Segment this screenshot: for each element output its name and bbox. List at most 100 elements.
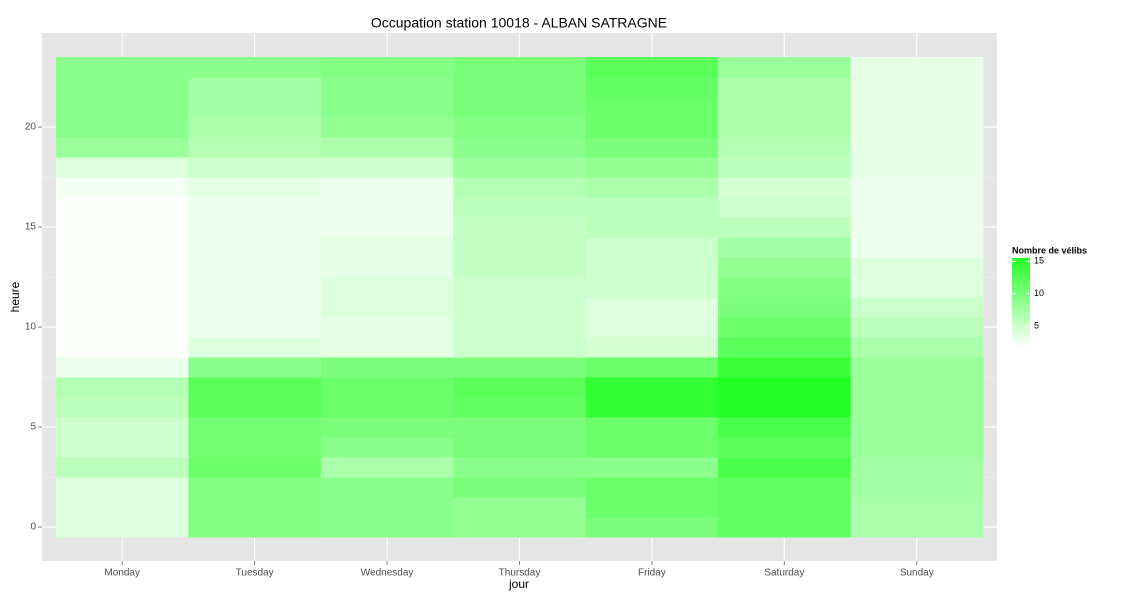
heat-cell	[56, 397, 189, 418]
heat-cell	[850, 357, 984, 378]
heat-cell	[453, 357, 587, 378]
heat-cell	[188, 237, 322, 258]
heat-cell	[453, 97, 587, 118]
heat-cell	[850, 397, 984, 418]
heat-cell	[188, 517, 322, 538]
heat-cell	[320, 497, 454, 518]
legend-tick-label: 5	[1034, 321, 1039, 331]
heat-cell	[453, 57, 587, 78]
heat-cell	[188, 257, 322, 278]
heat-cell	[585, 97, 719, 118]
y-tick-label: 10	[25, 322, 37, 333]
heat-cell	[718, 177, 852, 198]
heat-cell	[453, 517, 587, 538]
heat-cell	[320, 297, 454, 318]
heat-cell	[56, 217, 189, 238]
heat-cell	[850, 157, 984, 178]
heat-cell	[453, 477, 587, 498]
heat-cell	[585, 257, 719, 278]
heat-cell	[850, 297, 984, 318]
heat-cell	[850, 237, 984, 258]
heat-cell	[718, 217, 852, 238]
heat-cell	[585, 177, 719, 198]
heat-cell	[453, 297, 587, 318]
heat-cell	[453, 377, 587, 398]
heat-cell	[585, 417, 719, 438]
heat-cell	[718, 137, 852, 158]
heat-cell	[56, 417, 189, 438]
y-tick-label: 5	[30, 422, 36, 433]
x-axis-label: jour	[508, 577, 529, 591]
heat-cell	[850, 477, 984, 498]
heat-cell	[585, 517, 719, 538]
heat-cell	[585, 57, 719, 78]
heat-cell	[56, 97, 189, 118]
x-tick-label: Sunday	[900, 568, 934, 579]
x-tick-label: Monday	[104, 568, 140, 579]
heat-cell	[56, 437, 189, 458]
heat-cell	[56, 137, 189, 158]
heat-cell	[188, 377, 322, 398]
heat-cell	[718, 117, 852, 138]
heat-cell	[56, 197, 189, 218]
heat-cell	[453, 457, 587, 478]
y-tick-label: 20	[25, 122, 37, 133]
heat-cell	[188, 357, 322, 378]
heat-cell	[188, 197, 322, 218]
heat-cell	[585, 437, 719, 458]
heat-cell	[188, 277, 322, 298]
heat-cell	[188, 457, 322, 478]
heat-cell	[850, 217, 984, 238]
heat-cell	[718, 257, 852, 278]
heat-cell	[188, 397, 322, 418]
heat-cell	[188, 437, 322, 458]
heat-cell	[56, 297, 189, 318]
chart-title: Occupation station 10018 - ALBAN SATRAGN…	[371, 15, 667, 31]
y-axis-label: heure	[8, 281, 22, 312]
heat-cell	[850, 117, 984, 138]
heat-cell	[188, 117, 322, 138]
heat-cell	[453, 217, 587, 238]
heat-cell	[850, 457, 984, 478]
heat-cell	[188, 57, 322, 78]
heat-cell	[56, 177, 189, 198]
heat-cell	[320, 197, 454, 218]
heat-cell	[718, 317, 852, 338]
heat-cell	[585, 157, 719, 178]
heat-cell	[718, 297, 852, 318]
heat-cell	[718, 157, 852, 178]
heat-cell	[850, 337, 984, 358]
heat-cell	[453, 237, 587, 258]
heat-cell	[320, 397, 454, 418]
heat-cell	[850, 97, 984, 118]
heat-cell	[320, 277, 454, 298]
heat-cell	[320, 157, 454, 178]
heat-cell	[453, 317, 587, 338]
heat-cell	[320, 57, 454, 78]
heat-cell	[850, 497, 984, 518]
heat-cell	[320, 77, 454, 98]
heat-cell	[850, 277, 984, 298]
heat-cell	[850, 57, 984, 78]
x-tick-label: Friday	[638, 568, 666, 579]
heat-cell	[453, 277, 587, 298]
heat-cell	[56, 57, 189, 78]
heat-cell	[188, 317, 322, 338]
heat-cell	[188, 157, 322, 178]
heat-cell	[453, 177, 587, 198]
heat-cell	[850, 77, 984, 98]
heat-cell	[585, 357, 719, 378]
heat-cell	[56, 337, 189, 358]
x-tick-label: Wednesday	[361, 568, 414, 579]
heat-cell	[585, 117, 719, 138]
heat-cell	[718, 197, 852, 218]
heat-cell	[718, 237, 852, 258]
heat-cell	[320, 137, 454, 158]
heat-cell	[585, 137, 719, 158]
x-tick-label: Tuesday	[236, 568, 274, 579]
heat-cell	[850, 197, 984, 218]
heat-cell	[453, 197, 587, 218]
heat-cell	[56, 497, 189, 518]
heat-cell	[453, 137, 587, 158]
